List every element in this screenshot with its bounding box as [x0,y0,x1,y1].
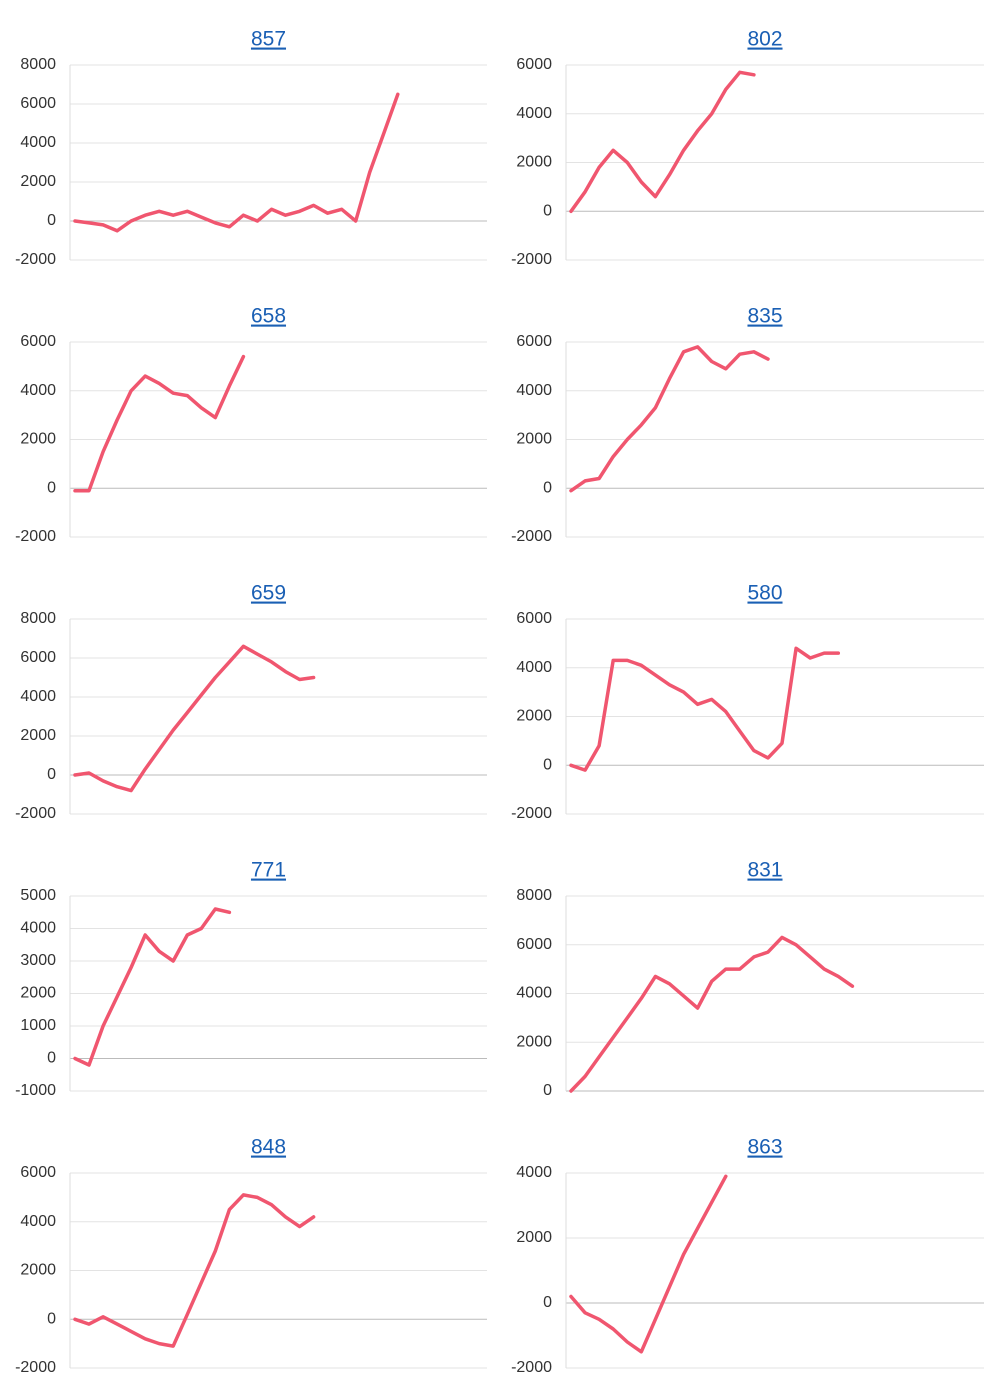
y-tick-label: 4000 [516,659,552,676]
y-tick-label: 4000 [20,134,56,151]
data-line [73,644,316,793]
y-tick-label: 2000 [20,173,56,190]
data-line [73,92,400,233]
y-tick-label: 0 [47,1050,56,1067]
y-tick-label: 4000 [516,1164,552,1181]
chart-title[interactable]: 848 [251,1136,286,1159]
y-tick-label: 2000 [516,431,552,448]
y-tick-label: 4000 [516,985,552,1002]
y-tick-label: -2000 [15,251,56,268]
chart-title[interactable]: 857 [251,28,286,51]
y-tick-label: -2000 [15,1359,56,1376]
y-tick-label: 8000 [516,887,552,904]
data-line [569,646,841,772]
y-tick-label: -2000 [15,805,56,822]
y-tick-label: 2000 [20,985,56,1002]
chart-title[interactable]: 580 [747,582,782,605]
chart-title[interactable]: 659 [251,582,286,605]
y-tick-label: 1000 [20,1017,56,1034]
data-line [569,70,756,214]
y-tick-label: 6000 [516,333,552,350]
y-tick-label: 8000 [20,56,56,73]
y-tick-label: 4000 [20,1213,56,1230]
y-tick-label: 0 [47,1310,56,1327]
y-tick-label: 0 [543,756,552,773]
chart-title[interactable]: 831 [747,859,782,882]
y-tick-label: 4000 [516,382,552,399]
y-tick-label: 6000 [516,936,552,953]
y-tick-label: 0 [47,766,56,783]
data-line [73,907,232,1067]
y-tick-label: -2000 [511,528,552,545]
y-tick-label: 4000 [20,688,56,705]
y-tick-label: 2000 [516,708,552,725]
y-tick-label: 2000 [20,1262,56,1279]
y-tick-label: 4000 [20,382,56,399]
data-line [569,345,770,493]
y-tick-label: 0 [543,1294,552,1311]
y-tick-label: 2000 [516,1229,552,1246]
data-line [569,1174,728,1354]
y-tick-label: 0 [543,1082,552,1099]
y-tick-label: 6000 [20,649,56,666]
y-tick-label: 2000 [20,727,56,744]
y-tick-label: 3000 [20,952,56,969]
chart-title[interactable]: 835 [747,305,782,328]
data-line [73,1193,316,1348]
y-tick-label: 6000 [516,610,552,627]
y-tick-label: -2000 [15,528,56,545]
chart-title[interactable]: 658 [251,305,286,328]
y-tick-label: 5000 [20,887,56,904]
chart-title[interactable]: 771 [251,859,286,882]
data-line [569,935,855,1093]
y-tick-label: 6000 [20,333,56,350]
y-tick-label: 6000 [516,56,552,73]
y-tick-label: -2000 [511,1359,552,1376]
y-tick-label: 6000 [20,95,56,112]
y-tick-label: -1000 [15,1082,56,1099]
y-tick-label: 0 [543,202,552,219]
y-tick-label: 6000 [20,1164,56,1181]
chart-title[interactable]: 863 [747,1136,782,1159]
y-tick-label: 0 [47,212,56,229]
y-tick-label: 4000 [20,920,56,937]
chart-title[interactable]: 802 [747,28,782,51]
y-tick-label: 8000 [20,610,56,627]
y-tick-label: 2000 [20,431,56,448]
y-tick-label: -2000 [511,805,552,822]
y-tick-label: -2000 [511,251,552,268]
y-tick-label: 4000 [516,105,552,122]
y-tick-label: 2000 [516,1033,552,1050]
data-line [73,354,246,493]
y-tick-label: 2000 [516,154,552,171]
y-tick-label: 0 [47,479,56,496]
y-tick-label: 0 [543,479,552,496]
